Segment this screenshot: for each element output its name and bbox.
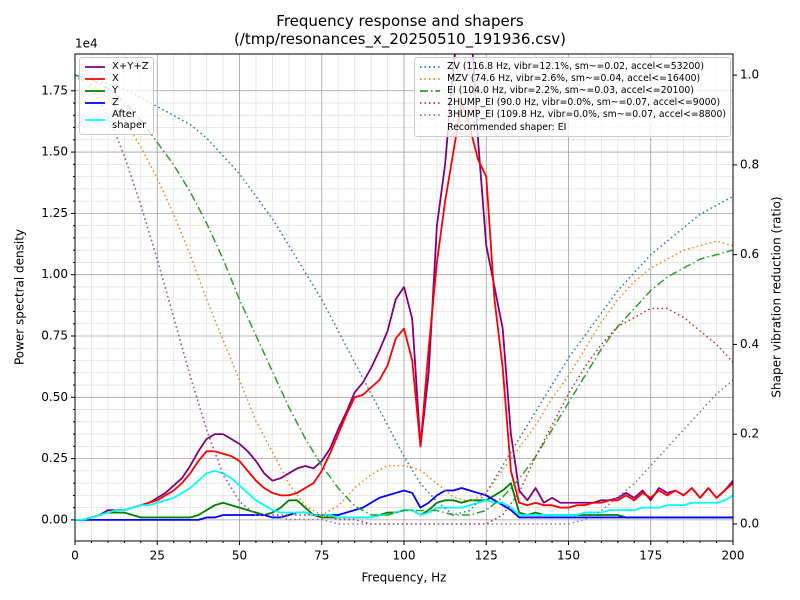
legend-label: 3HUMP_EI (109.8 Hz, vibr=0.0%, sm~=0.07,… bbox=[447, 109, 726, 120]
legend-swatch bbox=[420, 77, 441, 80]
legend-swatch bbox=[420, 89, 441, 92]
y2-tick-label: 0.4 bbox=[740, 337, 759, 351]
legend-swatch bbox=[420, 65, 441, 68]
legend-swatch bbox=[85, 119, 105, 121]
psd-line bbox=[75, 54, 733, 521]
legend-entry: 3HUMP_EI (109.8 Hz, vibr=0.0%, sm~=0.07,… bbox=[419, 109, 726, 120]
y-tick-label: 1.50 bbox=[41, 145, 68, 159]
y-tick-label: 0.75 bbox=[41, 328, 68, 342]
y-offset-label: 1e4 bbox=[75, 37, 98, 51]
legend-label: EI (104.0 Hz, vibr=2.2%, sm~=0.03, accel… bbox=[447, 85, 694, 96]
shaper-line bbox=[75, 74, 733, 516]
legend-swatch bbox=[420, 101, 441, 104]
x-tick-label: 175 bbox=[639, 549, 662, 563]
y2-tick-label: 0.8 bbox=[740, 157, 759, 171]
y2-tick-label: 1.0 bbox=[740, 68, 759, 82]
legend-entry: 2HUMP_EI (90.0 Hz, vibr=0.0%, sm~=0.07, … bbox=[419, 97, 726, 108]
legend-swatch bbox=[85, 65, 105, 68]
y-tick-label: 0.00 bbox=[41, 512, 68, 526]
legend-entry: Y bbox=[84, 85, 149, 96]
psd-line bbox=[75, 487, 733, 521]
psd-line bbox=[75, 102, 733, 521]
shaper-line bbox=[75, 74, 733, 525]
chart-title: Frequency response and shapers (/tmp/res… bbox=[233, 12, 567, 48]
y-tick-label: 0.25 bbox=[41, 451, 68, 465]
y-tick-label: 0.50 bbox=[41, 390, 68, 404]
y-axis-label: Power spectral density bbox=[13, 229, 27, 365]
legend-label: Z bbox=[112, 97, 119, 108]
x-tick-label: 150 bbox=[557, 549, 580, 563]
x-tick-label: 100 bbox=[393, 549, 416, 563]
legend-entry: X+Y+Z bbox=[84, 61, 149, 72]
y2-tick-label: 0.0 bbox=[740, 516, 759, 530]
legend: X+Y+Z X Y Z After shaper bbox=[79, 57, 154, 135]
y-tick-label: 1.25 bbox=[41, 206, 68, 220]
legend-swatch bbox=[85, 89, 105, 92]
legend-entry: ZV (116.8 Hz, vibr=12.1%, sm~=0.02, acce… bbox=[419, 61, 726, 72]
plot-area bbox=[75, 54, 733, 525]
axes: 0 25 50 75 100 125 150 175 200 0.00 0.25 0.50 0.75 1.… bbox=[41, 68, 759, 563]
legend-entry: MZV (74.6 Hz, vibr=2.6%, sm~=0.04, accel… bbox=[419, 73, 726, 84]
x-tick-label: 25 bbox=[150, 549, 165, 563]
x-tick-label: 50 bbox=[232, 549, 247, 563]
legend-label: Y bbox=[112, 85, 119, 96]
x-tick-label: 75 bbox=[314, 549, 329, 563]
legend: ZV (116.8 Hz, vibr=12.1%, sm~=0.02, acce… bbox=[414, 57, 731, 137]
legend-label: X bbox=[112, 73, 119, 84]
legend-label: MZV (74.6 Hz, vibr=2.6%, sm~=0.04, accel… bbox=[447, 73, 701, 84]
legend-label: 2HUMP_EI (90.0 Hz, vibr=0.0%, sm~=0.07, … bbox=[447, 97, 721, 108]
legend-swatch bbox=[85, 101, 105, 104]
legend-note: Recommended shaper: EI bbox=[447, 122, 567, 133]
legend-entry: EI (104.0 Hz, vibr=2.2%, sm~=0.03, accel… bbox=[419, 85, 726, 96]
y-tick-label: 1.75 bbox=[41, 83, 68, 97]
legend-entry: Z bbox=[84, 97, 149, 108]
legend-label: ZV (116.8 Hz, vibr=12.1%, sm~=0.02, acce… bbox=[447, 61, 704, 72]
y2-axis-label: Shaper vibration reduction (ratio) bbox=[770, 196, 784, 397]
x-tick-label: 0 bbox=[71, 549, 79, 563]
legend-label: After shaper bbox=[112, 109, 147, 131]
x-tick-label: 125 bbox=[475, 549, 498, 563]
x-tick-label: 200 bbox=[722, 549, 745, 563]
legend-entry: X bbox=[84, 73, 149, 84]
y2-tick-label: 0.2 bbox=[740, 427, 759, 441]
legend-swatch bbox=[420, 113, 441, 116]
legend-entry: After shaper bbox=[84, 109, 149, 131]
legend-swatch bbox=[85, 77, 105, 80]
y-tick-label: 1.00 bbox=[41, 267, 68, 281]
y2-tick-label: 0.6 bbox=[740, 247, 759, 261]
shaper-line bbox=[75, 74, 733, 516]
x-axis-label: Frequency, Hz bbox=[362, 571, 447, 585]
shaper-line bbox=[75, 74, 733, 516]
legend-label: X+Y+Z bbox=[112, 61, 149, 72]
